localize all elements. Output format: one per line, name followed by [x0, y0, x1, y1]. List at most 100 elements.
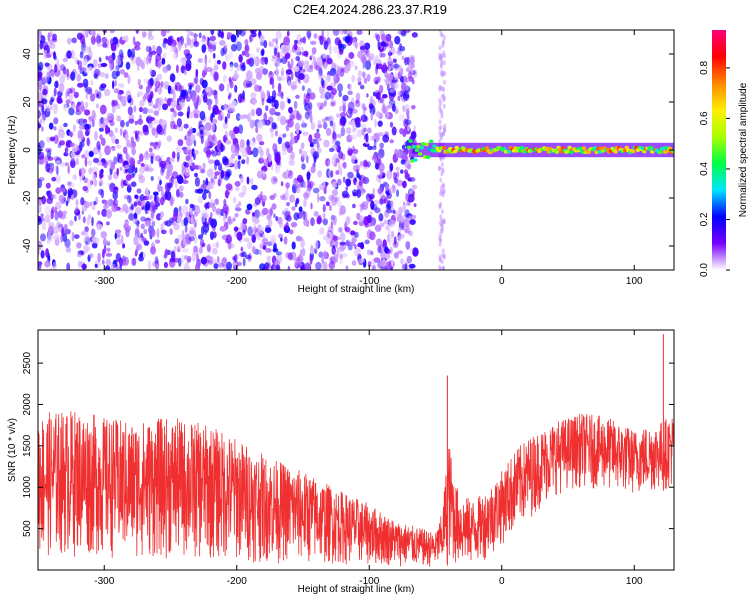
spectrogram-cell — [269, 107, 276, 116]
spectrogram-cell — [68, 92, 74, 101]
spectrogram-cell — [301, 85, 305, 91]
spectrogram-cell — [238, 201, 242, 207]
spectrogram-cell — [298, 79, 301, 84]
spectrogram-cell — [226, 31, 231, 38]
spectrogram-cell — [294, 39, 298, 45]
spectrogram-cell — [68, 107, 75, 116]
spectrogram-cell — [304, 50, 309, 58]
spectrogram-cell — [295, 56, 301, 62]
spectrogram-cell — [215, 97, 219, 105]
spectrogram-cell — [228, 157, 234, 167]
spectrogram-cell — [178, 257, 182, 267]
spectrogram-cell — [162, 41, 167, 49]
spectrogram-cell — [221, 257, 227, 267]
spectrogram-cell — [371, 264, 377, 270]
spectrogram-cell — [48, 162, 52, 167]
spectrogram-cell — [296, 110, 300, 121]
spectrogram-cell — [323, 187, 327, 195]
spectrogram-cell — [238, 124, 244, 135]
spectrogram-cell — [134, 227, 140, 236]
x-tick-label: 0 — [499, 276, 505, 287]
spectrogram-cell — [107, 174, 113, 181]
spectrogram-cell — [388, 65, 392, 73]
spectrogram-cell — [46, 70, 52, 79]
spectrogram-cell — [227, 218, 233, 225]
spectrogram-cell — [73, 234, 80, 240]
spectrogram-cell — [41, 105, 45, 113]
spectrogram-cell — [440, 171, 444, 177]
spectrogram-cell — [76, 253, 82, 258]
signal-cell — [624, 145, 629, 150]
spectrogram-cell — [438, 203, 442, 209]
spectrogram-cell — [383, 239, 387, 245]
spectrogram-cell — [438, 119, 442, 125]
spectrogram-cell — [197, 196, 204, 204]
spectrogram-cell — [215, 208, 222, 215]
spectrogram-cell — [367, 145, 373, 151]
spectrogram-cell — [244, 44, 250, 53]
spectrogram-cell — [39, 118, 42, 125]
spectrogram-cell — [362, 62, 365, 69]
spectrogram-cell — [373, 199, 379, 205]
spectrogram-cell — [112, 191, 118, 200]
spectrogram-cell — [197, 165, 203, 170]
spectrogram-cell — [290, 58, 294, 68]
spectrogram-cell — [111, 134, 116, 144]
spectrogram-cell — [207, 247, 212, 255]
spectrogram-cell — [62, 67, 67, 75]
spectrogram-cell — [273, 213, 276, 218]
signal-cell — [406, 145, 412, 150]
spectrogram-cell — [439, 232, 443, 237]
spectrogram-cell — [342, 176, 346, 183]
spectrogram-cell — [89, 180, 94, 186]
spectrogram-cell — [214, 171, 220, 176]
spectrogram-cell — [106, 211, 110, 218]
spectrogram-cell — [372, 187, 375, 196]
spectrogram-cell — [306, 171, 311, 181]
spectrogram-cell — [208, 159, 215, 164]
spectrogram-cell — [244, 254, 252, 260]
spectrogram-cell — [366, 214, 372, 224]
spectrogram-cell — [265, 248, 272, 253]
spectrogram-cell — [351, 119, 355, 128]
spectrogram-cell — [385, 38, 392, 43]
spectrogram-cell — [206, 201, 210, 209]
spectrogram-cell — [208, 256, 214, 262]
spectrogram-cell — [127, 94, 132, 104]
y-tick-label: 40 — [22, 48, 33, 60]
spectrogram-cell — [239, 30, 246, 37]
signal-cell — [422, 155, 428, 159]
spectrogram-cell — [136, 188, 142, 194]
spectrogram-cell — [285, 119, 292, 124]
spectrogram-cell — [303, 181, 307, 189]
spectrogram-cell — [269, 41, 274, 47]
spectrogram-cell — [394, 82, 399, 89]
spectrogram-cell — [339, 205, 346, 216]
spectrogram-cell — [240, 246, 244, 252]
spectrogram-cell — [293, 100, 298, 110]
spectrogram-cell — [324, 181, 328, 189]
spectrogram-cell — [441, 209, 444, 215]
spectrogram-cell — [222, 256, 228, 263]
spectrogram-cell — [205, 177, 209, 186]
signal-cell — [413, 158, 418, 162]
x-tick-label: -300 — [94, 576, 114, 587]
spectrogram-cell — [274, 153, 281, 164]
spectrogram-cell — [104, 73, 109, 79]
spectrogram-cell — [164, 248, 168, 257]
spectrogram-cell — [51, 194, 57, 200]
spectrogram-cell — [396, 189, 399, 198]
spectrogram-cell — [155, 198, 159, 208]
spectrogram-cell — [443, 79, 446, 85]
spectrogram-cell — [134, 130, 141, 136]
spectrogram-cell — [42, 110, 47, 121]
spectrogram-cell — [389, 88, 395, 94]
spectrogram-cell — [370, 200, 375, 210]
spectrogram-cell — [114, 127, 119, 133]
spectrogram-cell — [259, 263, 266, 270]
spectrogram-cell — [442, 103, 446, 109]
spectrogram-cell — [266, 89, 270, 98]
spectrogram-cell — [389, 139, 395, 144]
spectrogram-cell — [242, 229, 246, 236]
spectrogram-cell — [175, 84, 178, 91]
